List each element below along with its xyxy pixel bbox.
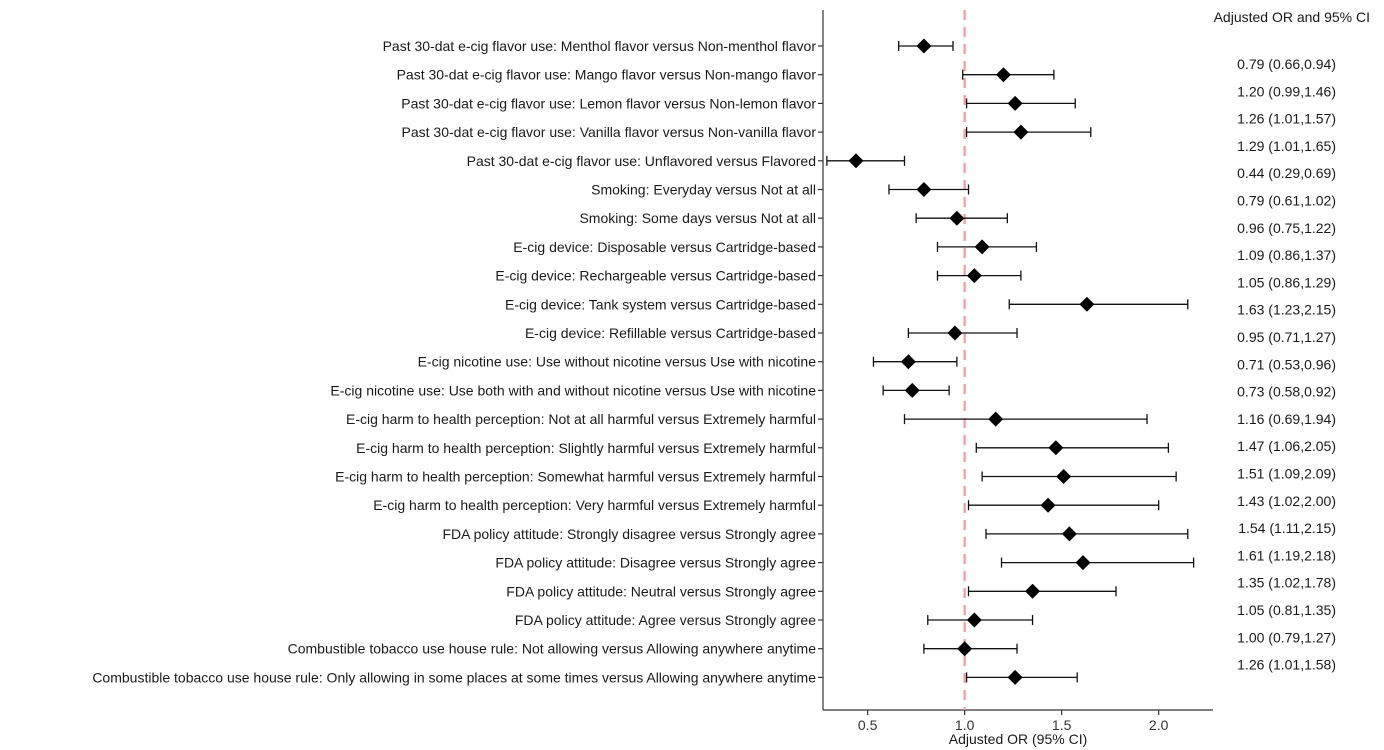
ci-text: 1.35 (1.02,1.78)	[1237, 575, 1336, 591]
row-label: Past 30-dat e-cig flavor use: Mango flav…	[397, 67, 817, 83]
ci-text: 1.05 (0.86,1.29)	[1237, 274, 1336, 290]
row-label: E-cig device: Tank system versus Cartrid…	[505, 296, 816, 312]
or-point-marker	[1013, 124, 1029, 140]
ci-column-header: Adjusted OR and 95% CI	[1214, 9, 1370, 25]
ci-text: 1.61 (1.19,2.18)	[1237, 547, 1336, 563]
x-tick-label: 2.0	[1149, 717, 1169, 733]
ci-text: 0.79 (0.61,1.02)	[1237, 193, 1336, 209]
ci-text: 1.00 (0.79,1.27)	[1237, 629, 1336, 645]
or-point-marker	[957, 641, 973, 657]
ci-text: 1.43 (1.02,2.00)	[1237, 493, 1336, 509]
or-point-marker	[1075, 555, 1091, 571]
row-label: E-cig harm to health perception: Very ha…	[373, 497, 816, 513]
row-label: E-cig nicotine use: Use both with and wi…	[330, 382, 816, 398]
row-label: FDA policy attitude: Strongly disagree v…	[442, 526, 816, 542]
ci-text: 1.20 (0.99,1.46)	[1237, 83, 1336, 99]
or-point-marker	[988, 411, 1004, 427]
or-point-marker	[1048, 440, 1064, 456]
ci-text: 1.05 (0.81,1.35)	[1237, 602, 1336, 618]
row-label: E-cig harm to health perception: Somewha…	[335, 469, 816, 485]
row-label: FDA policy attitude: Disagree versus Str…	[495, 555, 816, 571]
or-point-marker	[1007, 95, 1023, 111]
forest-rows: Past 30-dat e-cig flavor use: Menthol fl…	[92, 38, 1195, 685]
or-point-marker	[966, 268, 982, 284]
or-point-marker	[1040, 497, 1056, 513]
ci-text: 1.47 (1.06,2.05)	[1237, 438, 1336, 454]
or-point-marker	[966, 612, 982, 628]
row-label: E-cig device: Rechargeable versus Cartri…	[495, 268, 816, 284]
row-label: Combustible tobacco use house rule: Not …	[288, 641, 817, 657]
or-point-marker	[974, 239, 990, 255]
ci-text: 0.79 (0.66,0.94)	[1237, 56, 1336, 72]
ci-text: 0.71 (0.53,0.96)	[1237, 356, 1336, 372]
row-label: FDA policy attitude: Agree versus Strong…	[515, 612, 816, 628]
or-point-marker	[995, 67, 1011, 83]
ci-text: 1.16 (0.69,1.94)	[1237, 411, 1336, 427]
x-axis-label: Adjusted OR (95% CI)	[949, 731, 1088, 747]
or-point-marker	[949, 210, 965, 226]
ci-text: 1.26 (1.01,1.58)	[1237, 657, 1336, 673]
ci-text-column: 0.79 (0.66,0.94) 1.20 (0.99,1.46) 1.26 (1.…	[1237, 56, 1336, 673]
or-point-marker	[848, 153, 864, 169]
ci-text: 1.26 (1.01,1.57)	[1237, 111, 1336, 127]
or-point-marker	[900, 354, 916, 370]
ci-text: 1.51 (1.09,2.09)	[1237, 466, 1336, 482]
row-label: Past 30-dat e-cig flavor use: Menthol fl…	[383, 38, 817, 54]
ci-text: 0.73 (0.58,0.92)	[1237, 384, 1336, 400]
x-tick-label: 1.5	[1052, 717, 1072, 733]
x-tick-label: 1.0	[955, 717, 975, 733]
ci-text: 1.29 (1.01,1.65)	[1237, 138, 1336, 154]
row-label: E-cig device: Refillable versus Cartridg…	[525, 325, 816, 341]
or-point-marker	[1079, 296, 1095, 312]
ci-text: 1.54 (1.11,2.15)	[1238, 520, 1336, 536]
row-label: Past 30-dat e-cig flavor use: Unflavored…	[467, 153, 816, 169]
row-label: Past 30-dat e-cig flavor use: Vanilla fl…	[402, 124, 817, 140]
ci-text: 1.63 (1.23,2.15)	[1237, 302, 1336, 318]
row-label: E-cig nicotine use: Use without nicotine…	[418, 354, 817, 370]
row-label: Combustible tobacco use house rule: Only…	[92, 669, 816, 685]
or-point-marker	[916, 38, 932, 54]
x-axis-ticks: 0.5 1.0 1.5 2.0	[858, 710, 1169, 733]
row-label: FDA policy attitude: Neutral versus Stro…	[506, 583, 816, 599]
plot-axes	[822, 10, 1213, 711]
row-label: Past 30-dat e-cig flavor use: Lemon flav…	[401, 95, 816, 111]
row-label: Smoking: Everyday versus Not at all	[591, 182, 816, 198]
row-label: E-cig harm to health perception: Slightl…	[356, 440, 816, 456]
row-label: E-cig harm to health perception: Not at …	[346, 411, 816, 427]
ci-text: 0.44 (0.29,0.69)	[1237, 165, 1336, 181]
row-label: Smoking: Some days versus Not at all	[579, 210, 816, 226]
or-point-marker	[1007, 669, 1023, 685]
ci-text: 0.96 (0.75,1.22)	[1237, 220, 1336, 236]
or-point-marker	[947, 325, 963, 341]
ci-text: 0.95 (0.71,1.27)	[1237, 329, 1336, 345]
or-point-marker	[1061, 526, 1077, 542]
ci-text: 1.09 (0.86,1.37)	[1237, 247, 1336, 263]
or-point-marker	[1056, 469, 1072, 484]
row-label: E-cig device: Disposable versus Cartridg…	[513, 239, 816, 255]
or-point-marker	[904, 382, 920, 398]
x-tick-label: 0.5	[858, 717, 878, 733]
or-point-marker	[916, 182, 932, 197]
or-point-marker	[1025, 583, 1041, 599]
